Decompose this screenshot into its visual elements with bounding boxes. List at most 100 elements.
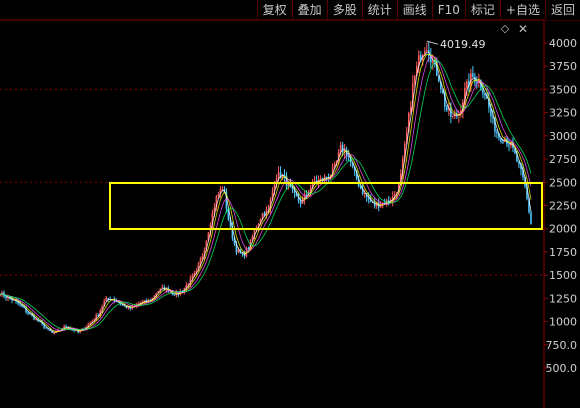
candle-body [115, 300, 118, 302]
candle-body [371, 202, 374, 204]
candle-body [359, 186, 362, 189]
add-favorite-button[interactable]: +自选 [499, 0, 545, 20]
candle-body [87, 324, 89, 328]
candle-body [492, 116, 494, 118]
candle-body [157, 290, 160, 294]
candle-body [213, 207, 216, 213]
candle-body [464, 88, 466, 102]
candle-body [35, 319, 37, 321]
candle-body [309, 188, 312, 193]
candle-body [419, 55, 422, 61]
candle-body [442, 89, 444, 93]
candle-body [297, 196, 300, 201]
candle-body [227, 208, 230, 220]
candle-body [187, 284, 190, 286]
overlay-button[interactable]: 叠加 [291, 0, 327, 20]
y-tick-label: 2750 [549, 153, 577, 166]
candle-body [468, 81, 470, 87]
candle-body [415, 65, 418, 77]
candle-body [219, 189, 222, 195]
mark-button[interactable]: 标记 [464, 0, 500, 20]
candle-body [279, 172, 282, 179]
candle-body [305, 194, 308, 196]
candle-body [287, 183, 290, 187]
peak-leader-line [426, 40, 439, 45]
candle-body [13, 299, 15, 301]
candle-body [201, 256, 204, 260]
candle-body [432, 60, 434, 63]
candle-body [311, 181, 314, 189]
back-button[interactable]: 返回 [544, 0, 580, 20]
candle-body [185, 285, 188, 289]
candle-body [105, 298, 107, 302]
candle-body [159, 288, 162, 291]
candle-body [203, 250, 206, 257]
y-tick-label: 2000 [549, 223, 577, 236]
f10-button[interactable]: F10 [431, 0, 465, 20]
candle-body [426, 50, 428, 52]
candle-body [476, 82, 478, 84]
candle-body [466, 81, 468, 89]
candle-body [444, 92, 446, 107]
candle-body [155, 293, 158, 296]
candle-body [259, 219, 262, 224]
candle-body [285, 176, 288, 187]
multi-stock-button[interactable]: 多股 [326, 0, 362, 20]
candle-body [27, 312, 29, 314]
draw-line-button[interactable]: 画线 [396, 0, 432, 20]
candle-body [121, 304, 124, 306]
candle-body [101, 306, 103, 311]
candle-body [462, 101, 464, 112]
candle-body [17, 301, 19, 304]
candle-body [508, 144, 510, 146]
candle-body [75, 330, 77, 332]
candle-body [89, 322, 91, 325]
candle-body [353, 166, 356, 171]
candle-body [355, 170, 358, 180]
y-tick-label: 3000 [549, 130, 577, 143]
y-tick-label: 1750 [549, 246, 577, 259]
ma-line [0, 60, 532, 331]
candle-body [45, 327, 47, 329]
candle-body [23, 306, 25, 309]
candle-body [373, 202, 376, 207]
y-tick-label: 1250 [549, 292, 577, 305]
y-tick-label: 3750 [549, 60, 577, 73]
candle-body [261, 213, 264, 220]
candle-body [235, 243, 238, 253]
candle-body [518, 161, 520, 165]
y-tick-label: 3250 [549, 107, 577, 120]
candle-body [363, 193, 366, 195]
candle-body [281, 174, 284, 179]
candle-body [207, 232, 210, 241]
candle-body [409, 107, 412, 113]
candle-body [490, 107, 492, 117]
candle-body [438, 75, 440, 82]
restore-rights-button[interactable]: 复权 [256, 0, 292, 20]
candle-body [339, 144, 342, 152]
candle-body [247, 248, 250, 250]
candle-body [482, 88, 484, 94]
peak-label: 4019.49 [440, 38, 486, 51]
candle-body [109, 299, 112, 301]
diamond-icon[interactable]: ◇ [500, 22, 510, 35]
candle-body [29, 313, 31, 315]
candle-body [195, 270, 198, 274]
candle-body [299, 200, 302, 204]
candle-body [191, 276, 194, 279]
candle-body [319, 178, 322, 180]
statistics-button[interactable]: 统计 [361, 0, 397, 20]
candle-body [71, 328, 73, 330]
candle-body [520, 164, 522, 170]
candle-body [79, 330, 81, 333]
ma-line [0, 51, 532, 333]
y-tick-label: 4000 [549, 37, 577, 50]
candle-body [401, 158, 404, 174]
candle-body [205, 240, 208, 251]
candle-body [125, 306, 128, 309]
candle-body [67, 326, 69, 329]
candle-body [391, 196, 394, 201]
candle-body [233, 238, 236, 244]
close-icon[interactable]: ✕ [517, 22, 529, 36]
